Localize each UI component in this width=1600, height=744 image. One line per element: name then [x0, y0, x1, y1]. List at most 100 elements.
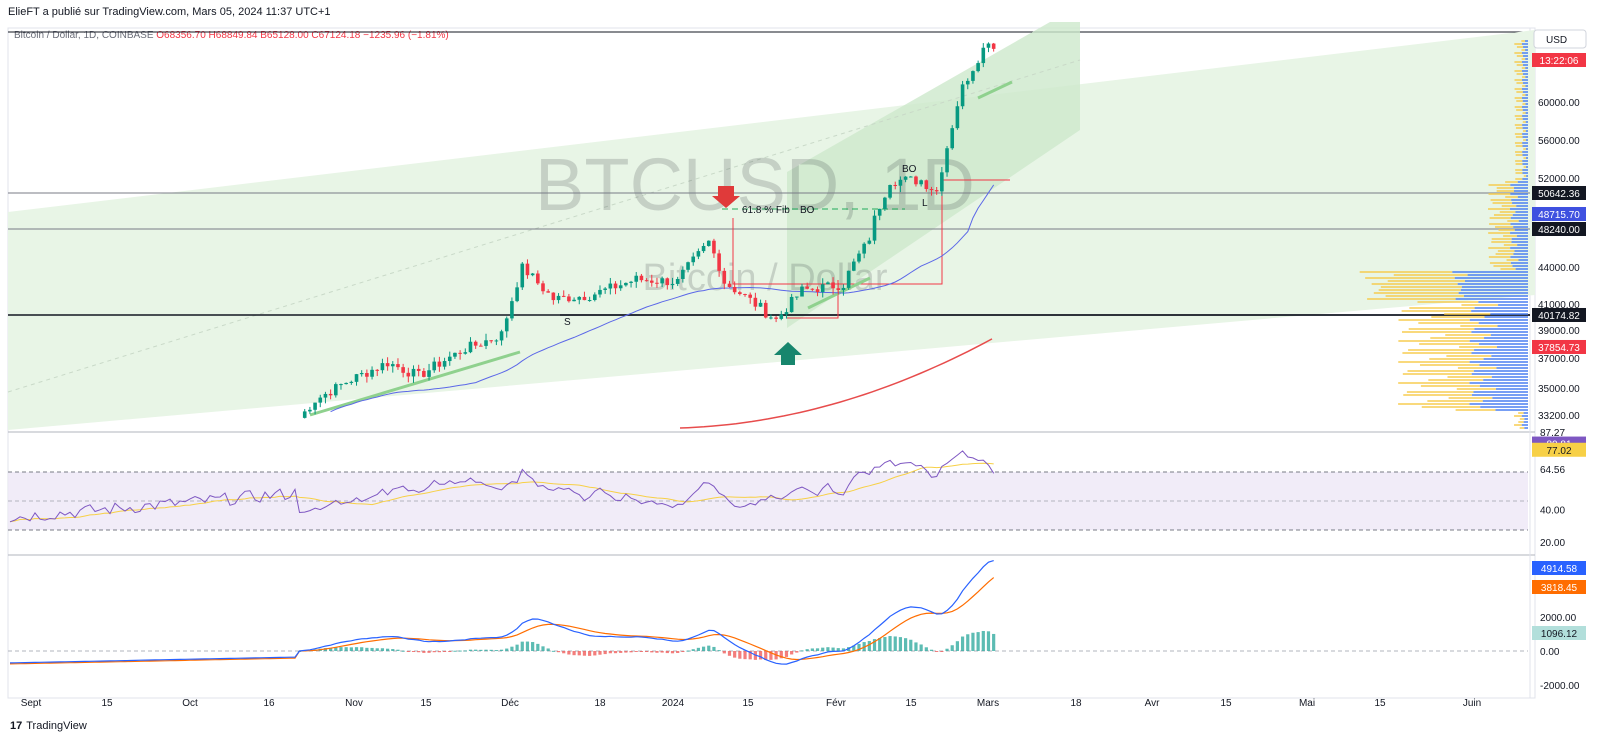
- candle-body: [525, 263, 530, 276]
- x-tick-label: 15: [1220, 698, 1232, 709]
- vp-bar-down: [1428, 379, 1484, 381]
- vp-bar-down: [1373, 292, 1459, 294]
- candle-body: [624, 282, 628, 286]
- candle-body: [857, 253, 861, 262]
- macd-tag-label: 1096.12: [1541, 629, 1578, 640]
- x-tick-label: 16: [263, 698, 275, 709]
- vp-bar-up: [1460, 289, 1528, 291]
- candle-body: [313, 402, 317, 410]
- macd-hist-bar: [966, 634, 970, 651]
- macd-hist-bar: [432, 651, 436, 653]
- candle-body: [582, 296, 587, 301]
- x-tick-label: 15: [420, 698, 432, 709]
- candle-body: [800, 286, 804, 297]
- candle-body: [453, 352, 457, 357]
- candle-body: [458, 352, 462, 354]
- vp-bar-up: [1526, 166, 1528, 168]
- vp-bar-down: [1398, 382, 1470, 384]
- candle-body: [867, 240, 872, 244]
- vp-bar-down: [1516, 82, 1523, 84]
- candle-body: [349, 381, 354, 383]
- macd-hist-bar: [872, 639, 877, 651]
- candle-body: [815, 289, 820, 293]
- vp-bar-down: [1514, 115, 1523, 117]
- vp-bar-down: [1514, 97, 1522, 99]
- x-tick-label: 18: [1070, 698, 1082, 709]
- vp-bar-up: [1510, 247, 1528, 249]
- vp-bar-up: [1495, 409, 1528, 411]
- candle-body: [328, 393, 333, 396]
- vp-bar-down: [1403, 394, 1472, 396]
- vp-bar-up: [1474, 328, 1528, 330]
- candle-body: [613, 283, 618, 289]
- candle-body: [396, 364, 400, 368]
- candle-body: [323, 393, 328, 398]
- vp-bar-up: [1513, 226, 1528, 228]
- macd-hist-bar: [784, 651, 789, 657]
- macd-hist-bar: [365, 647, 369, 651]
- candle-body: [655, 282, 659, 284]
- macd-hist-bar: [898, 637, 903, 651]
- candle-body: [530, 273, 535, 276]
- vp-bar-up: [1471, 373, 1528, 375]
- vp-bar-down: [1398, 340, 1470, 342]
- trendline-2: [977, 80, 1013, 100]
- macd-hist-bar: [515, 644, 519, 651]
- vp-bar-down: [1371, 283, 1458, 285]
- macd-hist-bar: [349, 647, 353, 651]
- candle-body: [748, 294, 752, 298]
- vp-bar-up: [1513, 253, 1528, 255]
- vp-bar-down: [1523, 166, 1527, 168]
- macd-hist-bar: [510, 646, 514, 651]
- candle-body: [686, 262, 690, 270]
- y-tick-label: 39000.00: [1538, 326, 1580, 337]
- vp-bar-up: [1491, 376, 1528, 378]
- price-axis[interactable]: 60000.00 56000.00 52000.00 44000.00 41000.00…: [1538, 98, 1580, 422]
- vp-bar-up: [1525, 49, 1528, 51]
- vp-bar-up: [1521, 88, 1528, 90]
- vp-bar-down: [1505, 181, 1518, 183]
- vp-bar-up: [1522, 124, 1528, 126]
- candle-body: [567, 296, 571, 302]
- macd-hist-bar: [986, 631, 991, 651]
- macd-hist-bar: [670, 651, 675, 654]
- currency-button[interactable]: [1533, 29, 1587, 49]
- candle-body: [670, 283, 675, 286]
- vp-bar-down: [1523, 157, 1526, 159]
- macd-hist-bar: [396, 649, 400, 651]
- vp-bar-down: [1488, 232, 1511, 234]
- vp-bar-up: [1522, 64, 1528, 66]
- macd-hist-bar: [479, 649, 483, 651]
- vp-bar-up: [1522, 142, 1528, 144]
- candle-body: [701, 245, 706, 252]
- candle-body: [950, 128, 955, 149]
- vp-bar-down: [1496, 187, 1514, 189]
- macd-hist-bar: [417, 651, 421, 653]
- macd-tag-label: 4914.58: [1541, 564, 1578, 575]
- vp-bar-down: [1367, 298, 1456, 300]
- macd-tag-label: 3818.45: [1541, 583, 1578, 594]
- price-tag-bg: [1532, 185, 1586, 200]
- time-axis[interactable]: Sept 15 Oct 16 Nov 15 Déc 18 2024 15 Févr 15 Mars 18 A…: [21, 698, 1481, 709]
- macd-hist-bar: [380, 648, 385, 651]
- vp-bar-up: [1516, 205, 1528, 207]
- vp-bar-up: [1522, 55, 1528, 57]
- buy-arrow-icon: [774, 342, 802, 365]
- vp-bar-up: [1467, 274, 1528, 276]
- vp-bar-down: [1489, 217, 1511, 219]
- macd-hist-bar: [992, 633, 996, 651]
- candle-body: [779, 314, 784, 319]
- macd-hist-bar: [738, 651, 742, 659]
- price-tag-label: 48715.70: [1538, 210, 1580, 221]
- fib-label: 61.8 % Fib: [742, 205, 790, 216]
- macd-hist-bar: [707, 645, 711, 651]
- candle-body: [447, 356, 452, 362]
- vp-bar-down: [1365, 277, 1455, 279]
- candle-body: [841, 287, 846, 290]
- candle-body: [836, 288, 841, 290]
- vp-bar-up: [1522, 178, 1528, 180]
- vp-bar-up: [1517, 196, 1528, 198]
- macd-hist-bar: [411, 651, 416, 652]
- vp-bar-up: [1510, 184, 1528, 186]
